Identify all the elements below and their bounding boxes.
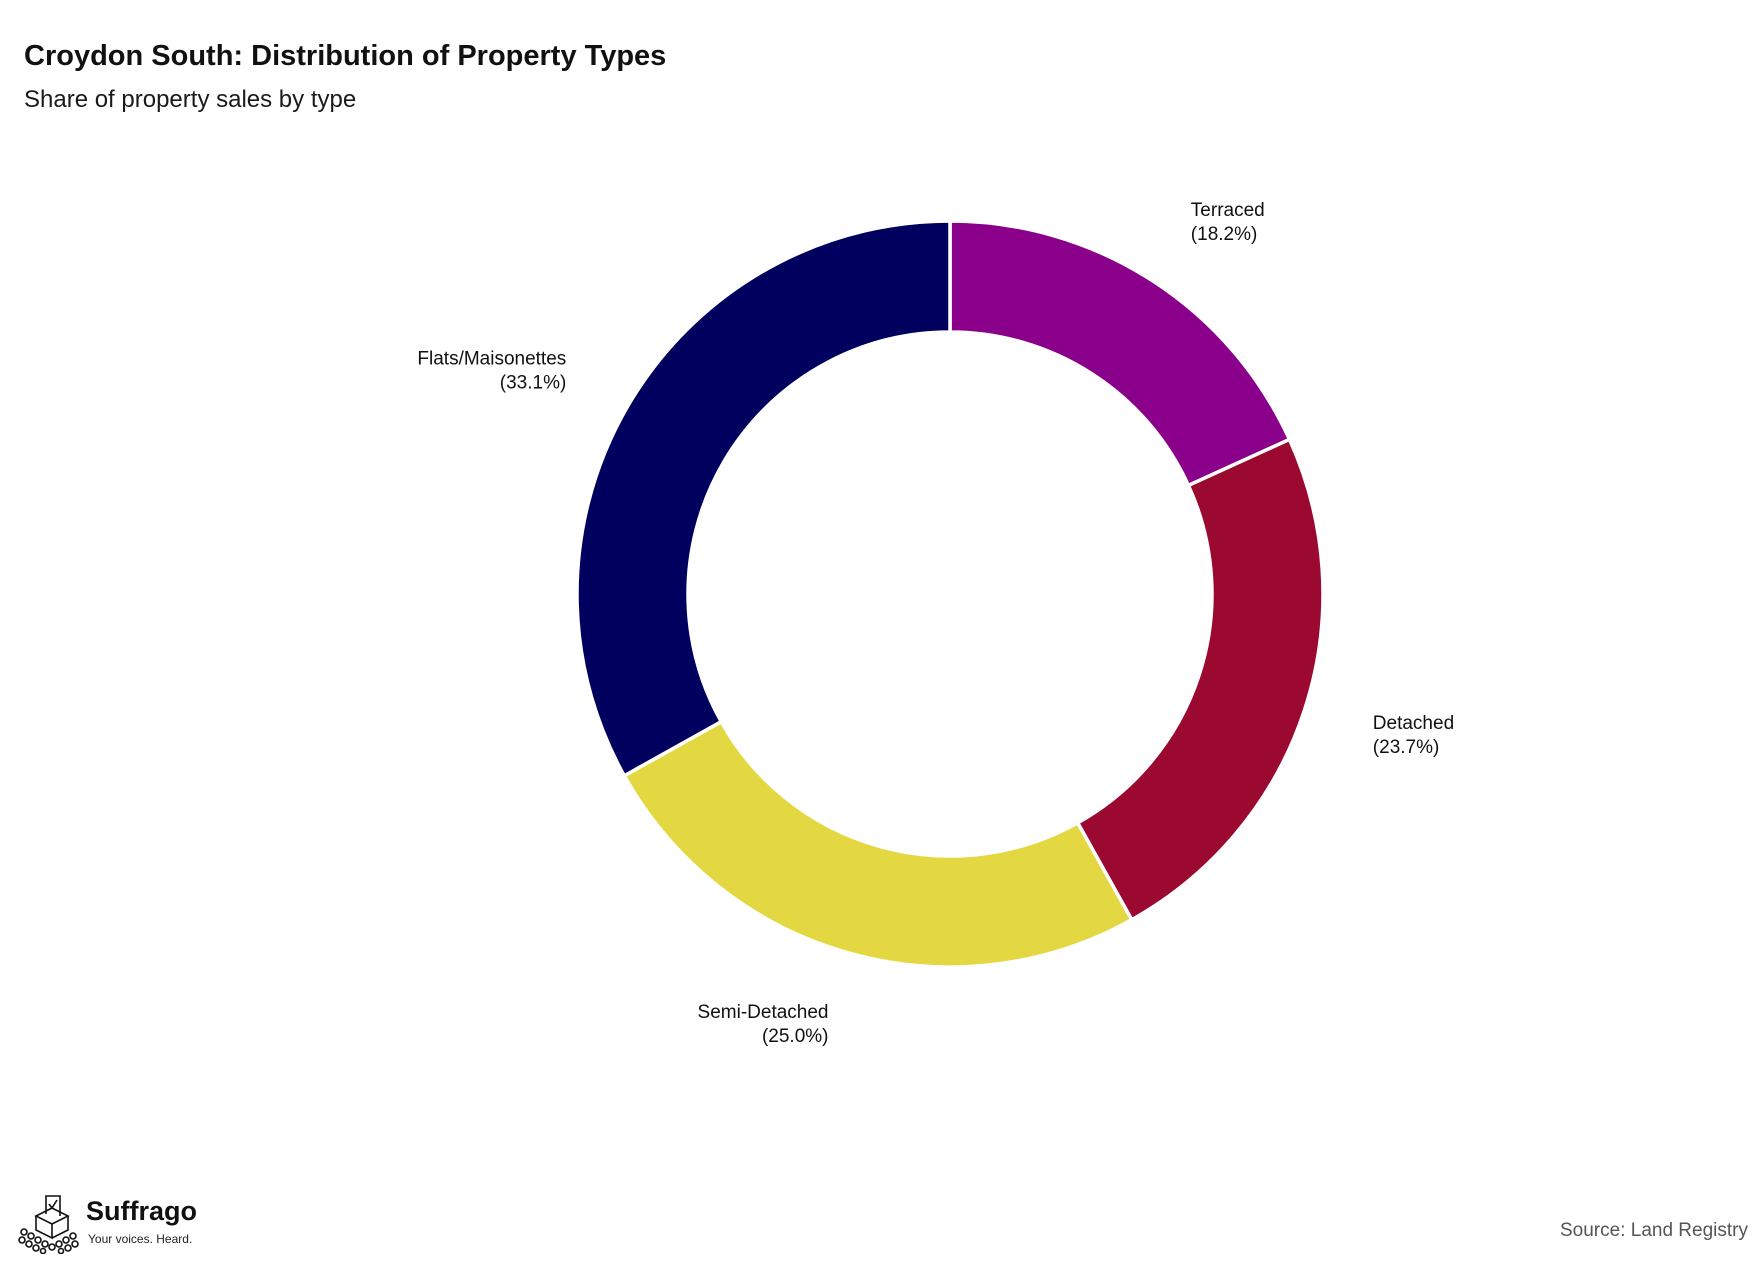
slice-label-detached: Detached (23.7%)	[1373, 713, 1454, 758]
chart-subtitle: Share of property sales by type	[24, 86, 357, 113]
source-note: Source: Land Registry	[1560, 1220, 1748, 1241]
brand-logo: Suffrago Your voices. Heard.	[14, 1190, 214, 1254]
donut-slice-semi-detached	[621, 719, 1135, 969]
slice-label-flats-maisonettes: Flats/Maisonettes (33.1%)	[417, 349, 566, 394]
slice-value-label: (23.7%)	[1373, 737, 1440, 758]
ballot-box-crowd-icon	[18, 1195, 79, 1254]
slice-category-label: Terraced	[1191, 200, 1265, 221]
slice-value-label: (18.2%)	[1191, 224, 1258, 245]
donut-slice-flats-maisonettes	[575, 219, 952, 779]
slice-category-label: Detached	[1373, 713, 1454, 734]
slice-category-label: Semi-Detached	[698, 1002, 829, 1023]
chart-title: Croydon South: Distribution of Property …	[24, 40, 667, 72]
brand-name: Suffrago	[86, 1196, 197, 1226]
slice-label-terraced: Terraced (18.2%)	[1191, 200, 1265, 245]
slice-label-semi-detached: Semi-Detached (25.0%)	[698, 1002, 829, 1047]
brand-tagline: Your voices. Heard.	[88, 1232, 193, 1246]
slice-category-label: Flats/Maisonettes	[417, 349, 566, 370]
donut-slice-detached	[1075, 437, 1325, 923]
slice-value-label: (33.1%)	[500, 373, 567, 394]
slice-value-label: (25.0%)	[762, 1026, 829, 1047]
donut-slice-terraced	[948, 219, 1292, 488]
